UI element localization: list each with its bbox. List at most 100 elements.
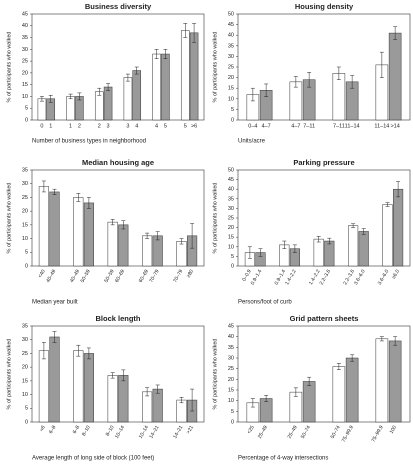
y-tick-label: 10 <box>22 236 28 242</box>
x-tick-label: 4 <box>155 123 158 129</box>
bar <box>332 73 346 121</box>
chart-title: Housing density <box>295 2 354 11</box>
error-bar <box>155 231 160 241</box>
x-tick-label: 75–99.9 <box>341 424 355 443</box>
bar <box>73 350 84 423</box>
error-bar <box>121 369 126 382</box>
y-tick-label: 30 <box>228 206 234 212</box>
y-tick-label: 30 <box>228 355 234 361</box>
error-bar <box>41 342 46 360</box>
error-bar <box>361 228 366 235</box>
plot-frame <box>237 13 411 121</box>
plot-frame <box>237 325 411 423</box>
x-tick-label: 3 <box>126 123 129 129</box>
y-tick-label: 35 <box>228 196 234 202</box>
error-bar <box>97 87 102 96</box>
bar <box>313 238 324 267</box>
x-axis-label: Average length of long side of block (10… <box>32 456 154 462</box>
error-bar <box>190 223 195 249</box>
error-bar <box>121 220 126 230</box>
x-axis-label: Median year built <box>32 300 78 306</box>
plot-frame <box>31 169 205 267</box>
y-tick-label: 25 <box>22 195 28 201</box>
bar <box>348 225 359 267</box>
y-tick-label: 0 <box>25 263 28 269</box>
x-tick-label: 4–7 <box>291 123 300 129</box>
bar <box>189 32 199 121</box>
x-tick-label: ≥6.0 <box>391 268 401 280</box>
error-bar <box>134 66 139 75</box>
y-tick-label: 25 <box>228 64 234 70</box>
y-tick-label: 15 <box>228 86 234 92</box>
x-tick-label: <6 <box>39 424 47 432</box>
bar <box>388 340 402 423</box>
bar <box>118 375 129 423</box>
bar <box>83 353 94 423</box>
y-tick-label: 5 <box>231 107 234 113</box>
bar <box>123 77 133 121</box>
y-tick-label: 5 <box>231 409 234 415</box>
error-bar <box>307 72 312 88</box>
x-tick-label: 7–11 <box>303 123 315 129</box>
x-tick-label: 14–21 <box>148 424 160 439</box>
y-tick-label: 50 <box>228 11 234 17</box>
bar <box>118 224 129 267</box>
error-bar <box>179 397 184 404</box>
x-tick-label: 3.6–6.0 <box>353 268 367 286</box>
y-tick-label: 45 <box>228 22 234 28</box>
y-tick-label: 10 <box>22 94 28 100</box>
y-tick-label: 20 <box>22 70 28 76</box>
bar <box>94 91 104 121</box>
bar <box>49 191 60 267</box>
y-tick-label: 0 <box>231 419 234 425</box>
x-tick-label: 6–8 <box>48 424 57 434</box>
error-bar <box>52 331 57 343</box>
bar <box>259 398 273 423</box>
y-tick-label: 20 <box>228 377 234 383</box>
error-bar <box>76 344 81 357</box>
y-tick-label: 15 <box>228 235 234 241</box>
x-tick-label: 8–10 <box>105 424 116 437</box>
y-tick-label: 35 <box>22 35 28 41</box>
y-tick-label: 20 <box>228 225 234 231</box>
x-tick-label: 25–49 <box>287 424 299 439</box>
bar <box>332 366 346 423</box>
error-bar <box>250 87 255 102</box>
x-tick-label: ≥80 <box>186 268 195 278</box>
x-tick-label: <40 <box>37 268 47 279</box>
bar <box>176 399 187 423</box>
x-axis-label: Persons/foot of curb <box>238 300 292 306</box>
chart-title: Grid pattern sheets <box>290 314 359 323</box>
error-bar <box>336 363 341 370</box>
error-bar <box>258 248 263 257</box>
error-bar <box>125 73 130 82</box>
x-tick-label: 25–49 <box>257 424 269 439</box>
x-tick-label: >14 <box>390 123 399 129</box>
bar <box>103 86 113 121</box>
plot-frame <box>237 169 411 267</box>
bar <box>132 70 142 121</box>
plot-frame <box>31 325 205 423</box>
x-tick-label: 50–74 <box>330 424 342 439</box>
error-bar <box>41 180 46 193</box>
error-bar <box>393 26 398 40</box>
y-axis-label: % of participants who walked <box>212 32 218 103</box>
error-bar <box>192 23 197 43</box>
y-tick-label: 45 <box>22 11 28 17</box>
chart-title: Block length <box>95 314 140 323</box>
error-bar <box>155 384 160 394</box>
y-tick-label: 10 <box>228 96 234 102</box>
y-tick-label: 5 <box>25 106 28 112</box>
bar <box>49 336 60 423</box>
y-tick-label: 35 <box>22 167 28 173</box>
error-bar <box>379 336 384 342</box>
x-tick-label: 0–0.9 <box>241 268 253 282</box>
y-tick-label: 40 <box>22 23 28 29</box>
x-tick-label: 3 <box>107 123 110 129</box>
bar <box>382 204 393 267</box>
error-bar <box>76 193 81 202</box>
x-tick-label: 100 <box>389 424 398 434</box>
y-tick-label: 45 <box>228 177 234 183</box>
x-tick-label: 70–79 <box>172 268 184 283</box>
